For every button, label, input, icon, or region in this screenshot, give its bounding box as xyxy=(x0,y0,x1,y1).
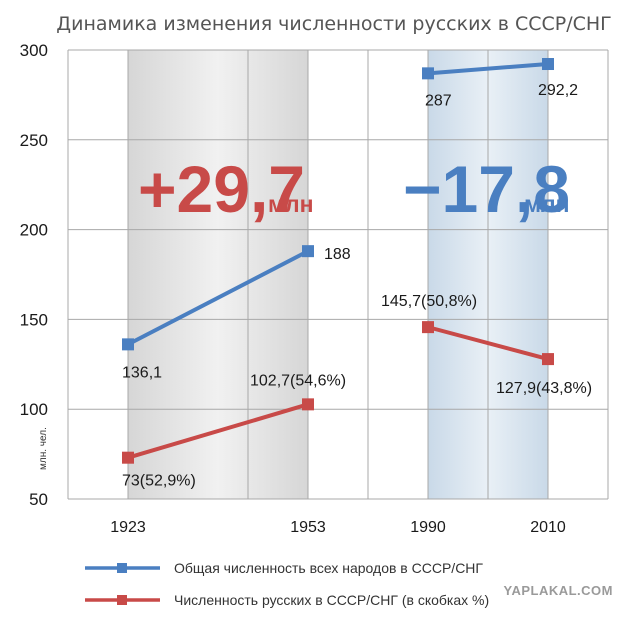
annotation-increase: +29,7 млн xyxy=(138,152,314,226)
y-tick-150: 150 xyxy=(20,310,48,329)
y-tick-300: 300 xyxy=(20,41,48,60)
series-line-russians-0 xyxy=(127,402,309,460)
series-line-total-0 xyxy=(127,249,309,347)
legend-item-total: Общая численность всех народов в СССР/СН… xyxy=(85,560,483,576)
y-tick-100: 100 xyxy=(20,400,48,419)
y-tick-250: 250 xyxy=(20,131,48,150)
y-tick-50: 50 xyxy=(29,490,48,509)
point-russians-1923 xyxy=(122,451,134,464)
point-russians-1990 xyxy=(422,321,434,334)
legend-marker-russians xyxy=(117,595,127,605)
data-label-total-1990: 287 xyxy=(425,92,452,109)
legend-label-total: Общая численность всех народов в СССР/СН… xyxy=(174,560,483,576)
annotation-decrease-value: −17,8 xyxy=(403,152,570,226)
y-tick-200: 200 xyxy=(20,221,48,240)
point-total-1953 xyxy=(302,245,314,258)
x-tick-2010: 2010 xyxy=(530,519,566,536)
data-label-total-2010: 292,2 xyxy=(538,82,578,99)
x-tick-1953: 1953 xyxy=(290,519,326,536)
data-label-russians-2010: 127,9(43,8%) xyxy=(496,380,592,397)
point-total-2010 xyxy=(542,58,554,71)
y-axis-label: млн. чел. xyxy=(38,427,49,470)
annotation-increase-value: +29,7 xyxy=(138,152,305,226)
series-line-russians-1 xyxy=(427,325,549,362)
annotation-increase-unit: млн xyxy=(268,191,314,217)
annotation-decrease-unit: млн xyxy=(524,191,570,217)
x-tick-1990: 1990 xyxy=(410,519,446,536)
series-lines: 136,1 188 287 292,2 73(52,9%) 102,7(54,6%) 145… xyxy=(122,58,592,490)
data-label-russians-1953: 102,7(54,6%) xyxy=(250,372,346,389)
watermark: YAPLAKAL.COM xyxy=(503,583,613,598)
y-tick-labels: 50 100 150 200 250 300 xyxy=(20,41,48,509)
grid xyxy=(67,49,609,500)
data-label-russians-1923: 73(52,9%) xyxy=(122,473,196,490)
point-total-1990 xyxy=(422,67,434,80)
data-label-russians-1990: 145,7(50,8%) xyxy=(381,293,477,310)
point-russians-2010 xyxy=(542,353,554,366)
x-tick-labels: 1923 1953 1990 2010 xyxy=(110,519,566,536)
point-total-1923 xyxy=(122,338,134,351)
point-russians-1953 xyxy=(302,398,314,411)
legend-item-russians: Численность русских в СССР/СНГ (в скобка… xyxy=(85,592,489,608)
period-band-1923-1953 xyxy=(128,50,308,499)
data-label-total-1923: 136,1 xyxy=(122,364,162,381)
data-label-total-1953: 188 xyxy=(324,246,351,263)
series-line-total-1 xyxy=(427,62,549,76)
annotation-decrease: −17,8 млн xyxy=(403,152,570,226)
chart-title: Динамика изменения численности русских в… xyxy=(56,13,612,35)
legend: Общая численность всех народов в СССР/СН… xyxy=(85,560,489,608)
legend-marker-total xyxy=(117,563,127,573)
legend-label-russians: Численность русских в СССР/СНГ (в скобка… xyxy=(174,592,489,608)
x-tick-1923: 1923 xyxy=(110,519,146,536)
